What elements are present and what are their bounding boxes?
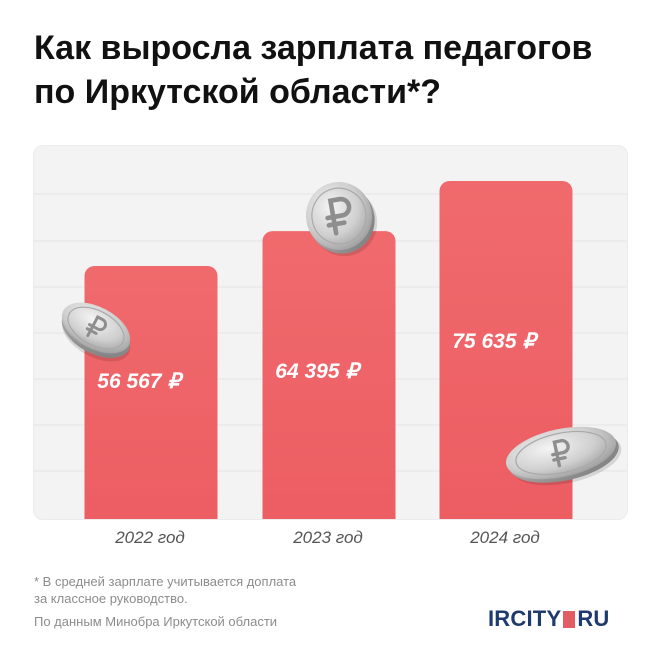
x-tick-label-1: 2022 год — [115, 528, 185, 547]
footnote-line-2: за классное руководство. — [34, 591, 188, 606]
chart-title-line-1: Как выросла зарплата педагогов — [34, 29, 593, 67]
source-note: По данным Минобра Иркутской области — [34, 614, 278, 629]
x-tick-label-3: 2024 год — [470, 528, 540, 547]
coin-ruble-icon-3 — [505, 426, 622, 486]
logo-text-ircity: IRCITY — [488, 606, 562, 631]
x-tick-label-2: 2023 год — [293, 528, 363, 547]
ruble-sign-icon — [551, 438, 570, 468]
value-label-2: 64 395 ₽ — [275, 360, 362, 383]
bar-chart: 56 567 ₽ 64 395 ₽ 75 635 ₽ — [34, 181, 627, 519]
ruble-sign-icon — [325, 196, 352, 236]
coin-ruble-icon-2 — [305, 182, 378, 257]
ircity-logo[interactable]: IRCITY RU — [488, 606, 610, 632]
chart-title-line-2: по Иркутской области*? — [34, 73, 441, 111]
logo-dot — [563, 610, 576, 628]
value-label-3: 75 635 ₽ — [452, 330, 539, 353]
footnote: * В средней зарплате учитывается доплата… — [34, 573, 296, 607]
chart-panel: 56 567 ₽ 64 395 ₽ 75 635 ₽ — [33, 145, 628, 520]
ruble-sign-icon — [85, 315, 108, 338]
coin-ruble-icon-1 — [61, 302, 131, 362]
chart-title: Как выросла зарплата педагогов по Иркутс… — [34, 26, 592, 114]
bar-2 — [262, 231, 396, 519]
footnote-line-1: * В средней зарплате учитывается доплата — [34, 574, 297, 589]
logo-text-ru: RU — [577, 606, 610, 631]
value-label-1: 56 567 ₽ — [97, 370, 184, 393]
